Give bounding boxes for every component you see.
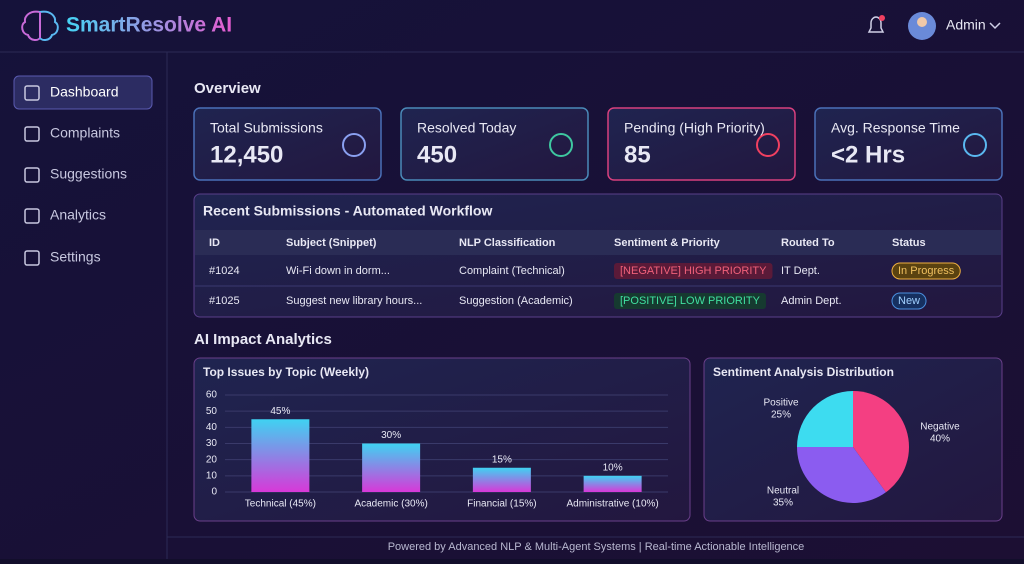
card-icon [756, 133, 780, 157]
cell: Complaint (Technical) [459, 265, 565, 277]
card-icon [549, 133, 573, 157]
bar [362, 443, 421, 492]
y-tick-label: 40 [206, 422, 218, 433]
chart-title: Sentiment Analysis Distribution [713, 365, 894, 379]
slice-value: 40% [930, 434, 950, 445]
user-name[interactable]: Admin [946, 17, 986, 33]
cell: Suggestion (Academic) [459, 295, 573, 307]
stat-card [400, 107, 589, 181]
cell: In Progress [898, 265, 955, 277]
cell: New [898, 295, 920, 307]
column-header: Sentiment & Priority [614, 237, 721, 249]
slice-label: Negative [920, 422, 960, 433]
section-title: AI Impact Analytics [194, 331, 332, 348]
y-tick-label: 30 [206, 438, 218, 449]
slice-value: 35% [773, 498, 793, 509]
pie-slice [797, 391, 853, 447]
cell: IT Dept. [781, 265, 820, 277]
card-value: <2 Hrs [831, 141, 905, 168]
y-tick-label: 60 [206, 390, 218, 401]
nav-item[interactable]: Analytics [50, 207, 106, 223]
cell: #1025 [209, 295, 240, 307]
nav-icon [24, 250, 40, 266]
y-tick-label: 0 [211, 487, 217, 498]
cell: Suggest new library hours... [286, 295, 422, 307]
pie-slice [853, 391, 910, 493]
pie-slice [797, 447, 886, 504]
bar [472, 467, 531, 492]
x-tick-label: Administrative (10%) [566, 499, 658, 510]
column-header: Routed To [781, 237, 835, 249]
table-header-bg [195, 230, 1001, 255]
value-label: 15% [492, 454, 512, 465]
nav-item[interactable]: Complaints [50, 125, 120, 141]
avatar-face [917, 17, 927, 27]
y-tick-label: 20 [206, 454, 218, 465]
nav-item[interactable]: Dashboard [50, 84, 119, 100]
cell: Admin Dept. [781, 295, 842, 307]
pill [614, 263, 773, 279]
column-header: NLP Classification [459, 237, 556, 249]
nav-icon [24, 208, 40, 224]
active-item-bg [13, 75, 153, 110]
value-label: 45% [270, 406, 290, 417]
card-label: Pending (High Priority) [624, 120, 765, 136]
cell: #1024 [209, 265, 240, 277]
slice-label: Positive [763, 398, 798, 409]
y-tick-label: 50 [206, 406, 218, 417]
nav-icon [24, 167, 40, 183]
brand: SmartResolve AI [66, 14, 232, 37]
nav-icon [24, 126, 40, 142]
chevron[interactable] [989, 22, 1001, 30]
stat-card [193, 107, 382, 181]
card-icon [342, 133, 366, 157]
pill [891, 262, 961, 280]
column-header: Status [892, 237, 926, 249]
x-tick-label: Technical (45%) [245, 499, 316, 510]
value-label: 30% [381, 430, 401, 441]
column-header: Subject (Snippet) [286, 237, 377, 249]
stat-card [814, 107, 1003, 181]
bar-panel [193, 357, 691, 522]
x-tick-label: Financial (15%) [467, 499, 536, 510]
card-value: 12,450 [210, 141, 283, 168]
nav-item[interactable]: Suggestions [50, 166, 127, 182]
table-title: Recent Submissions - Automated Workflow [203, 203, 492, 219]
notifications[interactable] [867, 15, 885, 33]
chart-title: Top Issues by Topic (Weekly) [203, 365, 369, 379]
cell: Wi-Fi down in dorm... [286, 265, 390, 277]
value-label: 10% [603, 462, 623, 473]
card-icon [963, 133, 987, 157]
section-title: Overview [194, 80, 261, 97]
card-label: Total Submissions [210, 120, 323, 136]
x-tick-label: Academic (30%) [354, 499, 427, 510]
card-label: Resolved Today [417, 120, 516, 136]
nav-item[interactable]: Settings [50, 249, 101, 265]
column-header: ID [209, 237, 220, 249]
y-tick-label: 10 [206, 470, 218, 481]
cell: [POSITIVE] LOW PRIORITY [620, 295, 761, 307]
bar [583, 475, 642, 492]
card-label: Avg. Response Time [831, 120, 960, 136]
nav-icon [24, 85, 40, 101]
card-value: 450 [417, 141, 457, 168]
slice-label: Neutral [767, 486, 799, 497]
footer: Powered by Advanced NLP & Multi-Agent Sy… [388, 541, 805, 553]
cell: [NEGATIVE] HIGH PRIORITY [620, 265, 767, 277]
bar [251, 419, 310, 492]
stat-card [607, 107, 796, 181]
card-value: 85 [624, 141, 651, 168]
pill [891, 292, 927, 310]
slice-value: 25% [771, 410, 791, 421]
logo [21, 10, 59, 41]
pill [614, 293, 766, 309]
